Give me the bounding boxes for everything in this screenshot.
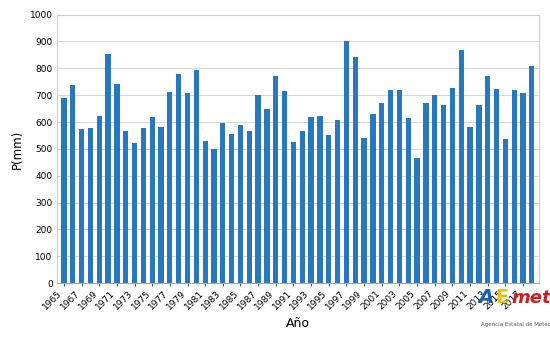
Bar xyxy=(238,125,243,283)
Bar xyxy=(309,117,313,283)
Bar xyxy=(450,88,455,283)
Bar xyxy=(388,90,393,283)
Bar xyxy=(468,128,472,283)
Bar xyxy=(459,49,464,283)
Bar xyxy=(265,109,270,283)
Bar xyxy=(397,90,402,283)
Bar xyxy=(132,143,137,283)
Bar xyxy=(529,65,535,283)
Bar xyxy=(494,89,499,283)
Bar xyxy=(335,120,340,283)
Bar xyxy=(88,128,93,283)
Bar xyxy=(520,93,526,283)
Bar xyxy=(300,131,305,283)
Bar xyxy=(167,92,173,283)
Bar xyxy=(414,158,420,283)
Bar xyxy=(220,122,225,283)
Bar xyxy=(61,98,67,283)
Bar xyxy=(256,95,261,283)
Bar xyxy=(194,70,199,283)
Bar xyxy=(282,91,287,283)
Bar xyxy=(97,116,102,283)
Bar xyxy=(291,143,296,283)
Bar xyxy=(361,138,367,283)
Bar xyxy=(503,139,508,283)
X-axis label: Año: Año xyxy=(286,317,310,330)
Bar xyxy=(317,116,323,283)
Bar xyxy=(432,95,437,283)
Bar xyxy=(273,76,278,283)
Bar xyxy=(150,117,155,283)
Bar xyxy=(141,128,146,283)
Bar xyxy=(202,142,208,283)
Bar xyxy=(158,128,164,283)
Bar xyxy=(211,149,217,283)
Bar xyxy=(106,54,111,283)
Bar xyxy=(344,42,349,283)
Bar xyxy=(185,93,190,283)
Bar xyxy=(370,114,376,283)
Text: met: met xyxy=(512,289,550,307)
Bar xyxy=(326,135,332,283)
Bar xyxy=(476,105,481,283)
Bar xyxy=(114,84,119,283)
Y-axis label: P(mm): P(mm) xyxy=(11,129,24,168)
Bar xyxy=(441,105,446,283)
Bar xyxy=(123,131,128,283)
Text: Agencia Estatal de Meteorología: Agencia Estatal de Meteorología xyxy=(481,322,550,327)
Bar xyxy=(353,57,358,283)
Bar xyxy=(512,90,517,283)
Bar xyxy=(379,103,384,283)
Bar xyxy=(405,118,411,283)
Bar xyxy=(246,131,252,283)
Bar xyxy=(176,74,182,283)
Bar xyxy=(79,129,84,283)
Bar xyxy=(485,76,491,283)
Bar xyxy=(70,85,75,283)
Text: E: E xyxy=(495,288,508,307)
Bar xyxy=(229,134,234,283)
Text: A: A xyxy=(478,288,494,307)
Bar xyxy=(424,104,428,283)
